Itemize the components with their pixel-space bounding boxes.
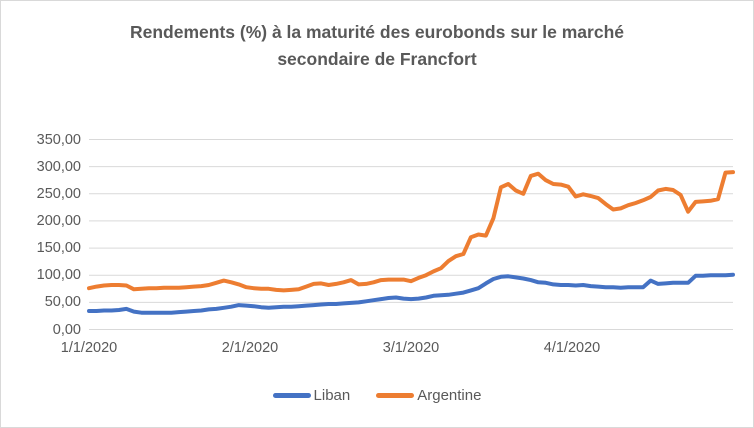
y-axis-label: 200,00 [36, 212, 81, 229]
x-axis-label: 4/1/2020 [543, 340, 601, 356]
x-axis-label: 2/1/2020 [221, 340, 279, 356]
chart-title: Rendements (%) à la maturité des eurobon… [129, 22, 625, 70]
series-line-argentine [87, 170, 735, 293]
y-axis-label: 250,00 [36, 185, 81, 202]
y-axis-label: 0,00 [52, 321, 81, 338]
y-axis-label: 300,00 [36, 158, 81, 175]
y-axis-label: 150,00 [36, 240, 81, 257]
legend-swatch-argentine [376, 393, 415, 398]
series-line-liban [87, 272, 735, 315]
x-axis-label: 3/1/2020 [382, 340, 440, 356]
legend-item-liban: Liban [272, 387, 351, 404]
legend: Liban Argentine [1, 387, 753, 404]
x-axis-label: 1/1/2020 [60, 340, 118, 356]
legend-label: Argentine [417, 387, 482, 404]
y-axis-label: 100,00 [36, 267, 81, 284]
y-axis-label: 50,00 [44, 294, 81, 311]
legend-item-argentine: Argentine [376, 387, 481, 404]
y-axis-label: 350,00 [36, 131, 81, 148]
legend-swatch-liban [272, 393, 311, 398]
legend-label: Liban [313, 387, 351, 404]
